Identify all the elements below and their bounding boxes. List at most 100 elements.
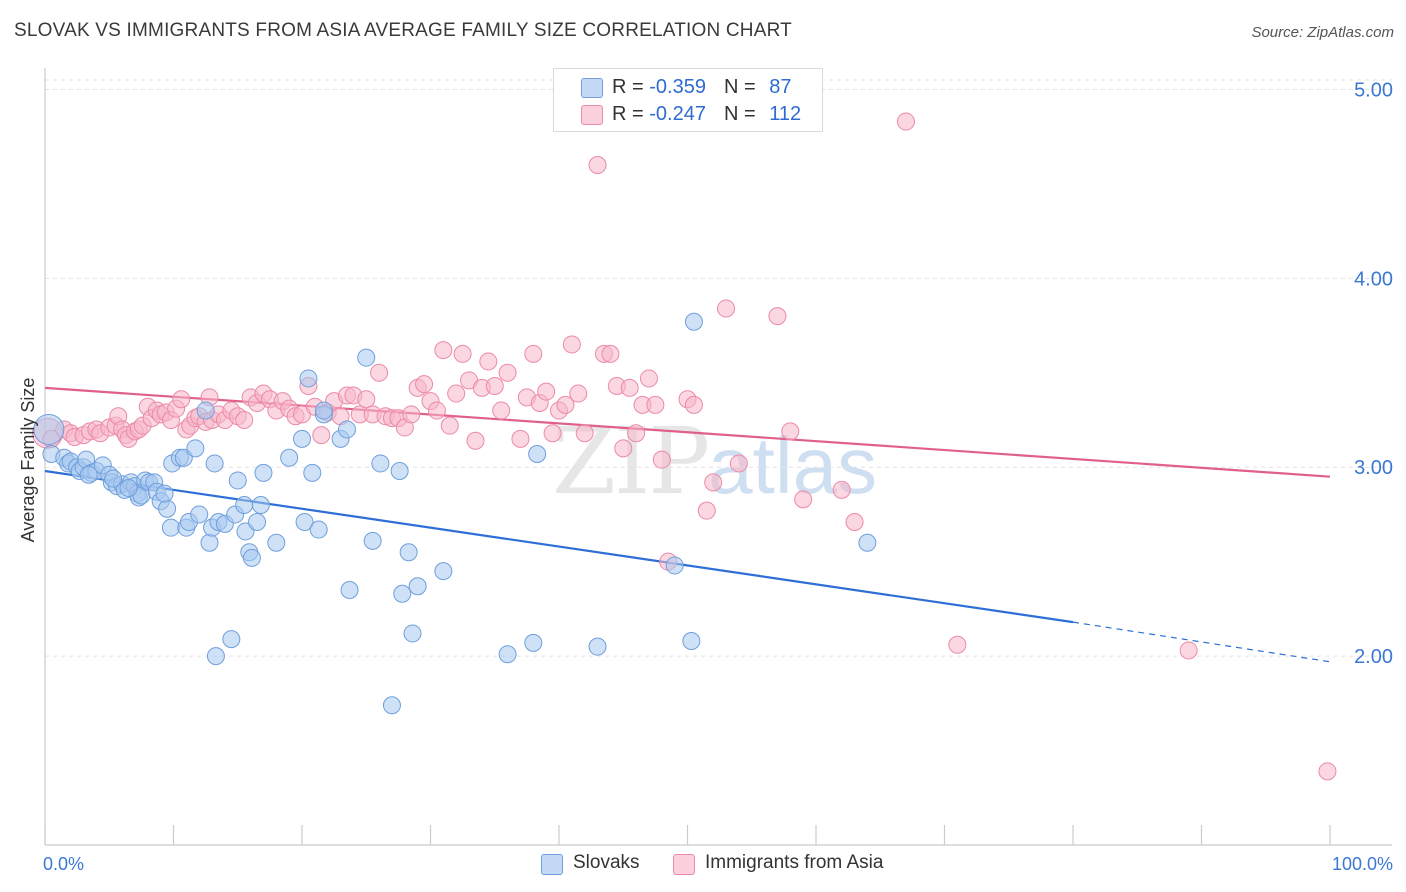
legend-n-value: 87 <box>769 76 792 98</box>
slovak-point <box>251 496 270 514</box>
slovak-point <box>186 439 205 458</box>
asia-point <box>588 156 607 174</box>
slovak-point <box>222 630 241 649</box>
asia-point <box>948 635 967 654</box>
slovak-point <box>190 505 209 524</box>
slovak-point <box>205 454 224 473</box>
asia-point <box>1318 762 1337 781</box>
legend-swatch-asia <box>581 105 603 125</box>
legend-r-value: -0.247 <box>649 103 706 125</box>
asia-point <box>434 341 453 360</box>
asia-point <box>652 450 671 469</box>
legend-n-label: N = <box>723 76 762 98</box>
slovak-point <box>434 562 453 581</box>
slovak-point <box>357 348 376 367</box>
legend-r-label: R = <box>612 103 650 125</box>
asia-point <box>370 363 389 382</box>
slovak-point <box>299 369 318 388</box>
asia-point <box>562 335 581 354</box>
slovak-point <box>293 429 311 448</box>
slovak-point <box>371 454 390 473</box>
asia-point <box>511 429 530 448</box>
slovak-point <box>314 401 333 420</box>
asia-point <box>440 416 459 435</box>
series-legend: Slovaks Immigrants from Asia <box>0 852 1406 878</box>
y-tick-label: 3.00 <box>1354 457 1393 479</box>
y-axis-label: Average Family Size <box>18 378 38 543</box>
slovak-point <box>382 696 401 715</box>
slovak-point <box>393 584 412 603</box>
slovak-point <box>161 518 180 537</box>
asia-point <box>684 395 703 414</box>
asia-point <box>697 501 716 520</box>
asia-point <box>543 424 562 443</box>
asia-point <box>768 307 787 326</box>
legend-label-slovaks: Slovaks <box>573 852 640 873</box>
legend-text-asia: R = -0.247 N = 112 <box>612 103 801 126</box>
asia-point <box>427 401 446 420</box>
asia-point <box>415 375 434 394</box>
legend-swatch-slovaks <box>581 78 603 98</box>
asia-point <box>620 378 639 397</box>
slovak-point <box>155 484 174 503</box>
asia-point <box>832 480 851 499</box>
asia-point <box>704 473 723 492</box>
y-tick-label: 2.00 <box>1354 646 1393 668</box>
asia-point <box>524 344 543 363</box>
asia-point <box>575 424 594 443</box>
slovak-point <box>206 647 225 666</box>
asia-point <box>639 369 658 388</box>
asia-point <box>466 431 485 450</box>
asia-point <box>601 344 620 363</box>
asia-point <box>1179 641 1198 660</box>
slovak-point <box>399 543 418 562</box>
slovak-point <box>254 463 273 482</box>
slovak-point <box>119 479 138 497</box>
slovak-point <box>682 632 701 650</box>
asia-point <box>402 405 421 424</box>
slovak-point <box>524 633 543 652</box>
slovak-point <box>33 413 65 445</box>
slovak-point <box>403 624 422 643</box>
x-tick-label-max: 100.0% <box>1332 854 1393 874</box>
asia-point <box>794 490 813 509</box>
slovak-point <box>242 548 261 567</box>
axis-labels: 2.00 3.00 4.00 5.00 0.0% 100.0% Average Family… <box>18 79 1393 874</box>
slovak-point <box>200 533 219 552</box>
y-tick-label: 5.00 <box>1354 79 1393 101</box>
slovak-point <box>340 581 359 599</box>
slovak-point <box>665 556 684 575</box>
series-asia-points <box>32 112 1337 781</box>
asia-point <box>537 382 556 401</box>
asia-point <box>627 424 646 443</box>
asia-point <box>717 299 736 318</box>
slovak-point <box>280 448 299 467</box>
slovak-point <box>309 520 328 539</box>
slovak-point <box>248 513 267 531</box>
legend-r-label: R = <box>612 76 650 98</box>
axes <box>44 68 1392 846</box>
asia-point <box>235 411 254 429</box>
asia-point <box>453 344 472 363</box>
chart-title: SLOVAK VS IMMIGRANTS FROM ASIA AVERAGE F… <box>14 20 792 41</box>
asia-point <box>569 384 588 403</box>
asia-point <box>845 513 864 531</box>
y-tick-label: 4.00 <box>1354 268 1393 290</box>
asia-point <box>479 352 498 371</box>
legend-label-asia: Immigrants from Asia <box>705 852 884 873</box>
trend-lines <box>44 386 1331 663</box>
asia-point <box>172 390 191 409</box>
slovak-point <box>158 499 177 518</box>
asia-point <box>896 112 915 131</box>
asia-point <box>614 439 633 458</box>
legend-n-value: 112 <box>769 103 802 125</box>
legend-swatch-asia <box>673 854 695 875</box>
legend-swatch-slovaks <box>541 854 563 875</box>
series-slovaks-points <box>33 312 877 715</box>
slovak-point <box>408 577 427 596</box>
asia-point <box>729 454 748 473</box>
slovak-point <box>79 465 98 484</box>
asia-point <box>485 377 504 395</box>
asia-point <box>357 390 376 409</box>
